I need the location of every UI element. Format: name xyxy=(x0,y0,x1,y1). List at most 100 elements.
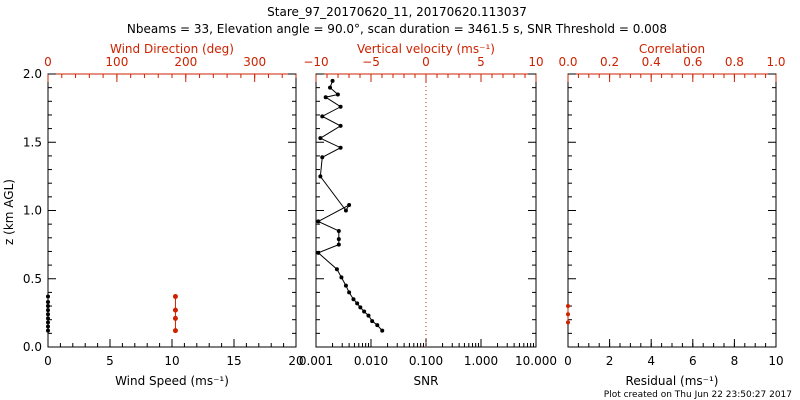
wind-speed-point xyxy=(46,308,50,313)
snr-point xyxy=(320,155,325,160)
snr-point xyxy=(318,174,323,179)
top-tick-label: 1.0 xyxy=(766,55,785,69)
wind-speed-point xyxy=(46,320,50,325)
top-tick-label: 0.6 xyxy=(683,55,702,69)
snr-point xyxy=(338,145,343,150)
snr-point xyxy=(335,92,340,97)
panel-vv-bottom-axis: 0.001 0.010 0.100 1.000 10.000 xyxy=(299,339,557,368)
panel-residual: 0 2 4 6 8 10 0.0 0.2 0.4 0.6 0.8 1.0 Residual (ms⁻… xyxy=(558,42,785,388)
panel-residual-left-ticks xyxy=(568,73,776,348)
wind-speed-point xyxy=(46,312,50,317)
snr-point xyxy=(338,123,343,128)
snr-point xyxy=(343,208,348,213)
bottom-tick-label: 2 xyxy=(606,354,614,368)
panel-vv-top-axis: −10 −5 0 5 10 xyxy=(303,55,544,82)
panel-residual-bottom-axis: 0 2 4 6 8 10 xyxy=(564,339,784,368)
snr-point xyxy=(366,313,371,318)
panel-vv-top-xlabel: Vertical velocity (ms⁻¹) xyxy=(357,42,495,56)
panel-wind: 0 5 10 15 20 0 100 200 300 0.0 0.5 1.0 1.5 2.0 Wind… xyxy=(23,42,304,388)
top-tick-label: 300 xyxy=(243,55,266,69)
top-tick-label: 10 xyxy=(528,55,543,69)
snr-point xyxy=(347,290,352,295)
y-tick-label: 0.0 xyxy=(23,340,42,354)
y-axis-label: z (km AGL) xyxy=(2,179,16,245)
bottom-tick-label: 20 xyxy=(288,354,303,368)
top-tick-label: −10 xyxy=(303,55,328,69)
snr-point xyxy=(380,328,385,333)
wind-direction-point xyxy=(172,307,178,313)
figure-title-line1: Stare_97_20170620_11, 20170620.113037 xyxy=(267,5,527,19)
snr-point xyxy=(323,95,328,100)
panel-wind-xlabel: Wind Speed (ms⁻¹) xyxy=(115,374,229,388)
correlation-point xyxy=(566,304,570,309)
top-tick-label: 0.8 xyxy=(725,55,744,69)
wind-speed-point xyxy=(46,294,50,299)
correlation-point xyxy=(566,312,570,317)
panel-vv-left-ticks xyxy=(316,73,536,348)
snr-point xyxy=(336,242,341,247)
bottom-tick-label: 0.100 xyxy=(409,354,443,368)
snr-point xyxy=(375,323,380,328)
panel-wind-top-axis: 0 100 200 300 xyxy=(44,55,297,82)
bottom-tick-label: 0 xyxy=(564,354,572,368)
snr-point xyxy=(351,297,356,302)
panel-residual-frame xyxy=(567,73,777,348)
correlation-point xyxy=(566,320,570,325)
panel-wind-bottom-axis: 0 5 10 15 20 xyxy=(44,339,304,368)
bottom-tick-label: 0.001 xyxy=(299,354,333,368)
snr-point xyxy=(358,305,363,310)
bottom-tick-label: 15 xyxy=(226,354,241,368)
panel-residual-xlabel: Residual (ms⁻¹) xyxy=(626,374,719,388)
bottom-tick-label: 10 xyxy=(768,354,783,368)
y-tick-label: 0.5 xyxy=(23,272,42,286)
panel-vertical-velocity: 0.001 0.010 0.100 1.000 10.000 −10 −5 0 5 10 SNR… xyxy=(299,42,557,388)
wind-direction-point xyxy=(172,328,178,334)
snr-point xyxy=(316,219,321,224)
snr-point xyxy=(343,283,348,288)
snr-point xyxy=(362,309,367,314)
top-tick-label: 0.2 xyxy=(600,55,619,69)
snr-point xyxy=(334,267,339,272)
top-tick-label: 0 xyxy=(422,55,430,69)
snr-point xyxy=(328,85,333,90)
snr-point xyxy=(336,237,341,242)
panel-residual-top-axis: 0.0 0.2 0.4 0.6 0.8 1.0 xyxy=(558,55,786,82)
snr-point xyxy=(339,275,344,280)
snr-point xyxy=(355,301,360,306)
snr-point xyxy=(336,228,341,233)
y-tick-label: 1.0 xyxy=(23,204,42,218)
bottom-tick-label: 10.000 xyxy=(515,354,557,368)
snr-point xyxy=(347,203,352,208)
bottom-tick-label: 5 xyxy=(106,354,114,368)
wind-speed-point xyxy=(46,324,50,329)
panel-residual-data xyxy=(566,304,570,325)
top-tick-label: 200 xyxy=(174,55,197,69)
bottom-tick-label: 10 xyxy=(164,354,179,368)
top-tick-label: 100 xyxy=(105,55,128,69)
wind-speed-point xyxy=(46,304,50,309)
bottom-tick-label: 6 xyxy=(689,354,697,368)
bottom-tick-label: 8 xyxy=(731,354,739,368)
panel-wind-data xyxy=(46,293,178,334)
wind-direction-point xyxy=(172,293,178,299)
wind-speed-point xyxy=(46,299,50,304)
snr-point xyxy=(316,250,321,255)
snr-point xyxy=(338,104,343,109)
snr-point xyxy=(318,136,323,141)
y-tick-label: 2.0 xyxy=(23,67,42,81)
panel-wind-frame xyxy=(47,73,297,348)
bottom-tick-label: 1.000 xyxy=(464,354,498,368)
bottom-tick-label: 0 xyxy=(44,354,52,368)
wind-direction-point xyxy=(172,315,178,321)
figure-title-line2: Nbeams = 33, Elevation angle = 90.0°, sc… xyxy=(127,22,667,36)
bottom-tick-label: 4 xyxy=(647,354,655,368)
panel-vv-data xyxy=(316,74,427,347)
top-tick-label: 0.4 xyxy=(642,55,661,69)
wind-speed-point xyxy=(46,316,50,321)
top-tick-label: 5 xyxy=(477,55,485,69)
y-tick-label: 1.5 xyxy=(23,135,42,149)
top-tick-label: 0.0 xyxy=(558,55,577,69)
panel-wind-left-axis: 0.0 0.5 1.0 1.5 2.0 xyxy=(23,67,296,354)
bottom-tick-label: 0.010 xyxy=(354,354,388,368)
